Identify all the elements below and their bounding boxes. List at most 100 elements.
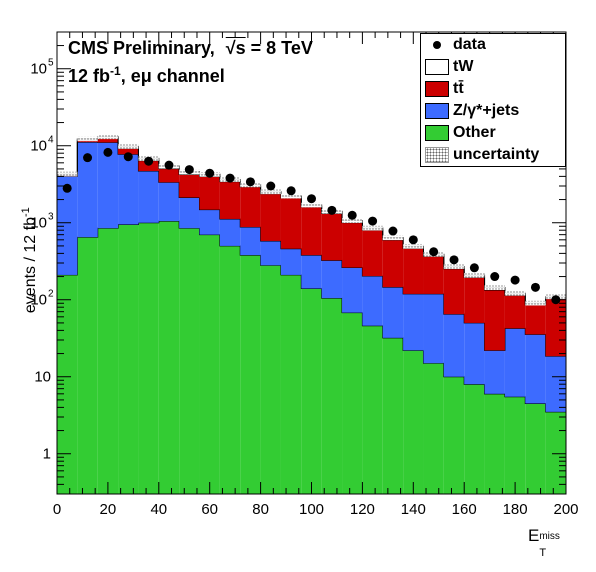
ttbar-swatch-icon [425, 81, 449, 97]
legend-label: uncertainty [453, 146, 540, 163]
bar-zjets [219, 218, 241, 246]
bar-tt [464, 277, 485, 323]
x-tick-label: 40 [150, 501, 167, 518]
uncertainty-bin [504, 290, 526, 296]
legend: data tW tt̄ Z/γ*+jets Other uncertainty [420, 33, 566, 167]
xlabel-sub: T [539, 547, 547, 559]
bar-tt [504, 295, 526, 329]
y-tick-label: 1 [43, 446, 51, 463]
bar-zjets [443, 314, 465, 377]
x-tick-label: 0 [53, 501, 61, 518]
uncertainty-bin [301, 202, 322, 208]
channel-label: , eμ channel [120, 66, 225, 86]
bar-other [219, 245, 241, 494]
uncertainty-bin [342, 218, 363, 223]
x-tick-label: 200 [553, 501, 578, 518]
bar-tt [484, 289, 505, 351]
lumi-value: 12 fb [68, 66, 111, 86]
bar-zjets [545, 356, 566, 412]
bar-other [321, 298, 343, 494]
uncertainty-bin [382, 235, 404, 241]
uncertainty-bin [362, 225, 383, 231]
sqrt-s: √s [225, 38, 246, 58]
legend-item-zjets: Z/γ*+jets [421, 101, 567, 123]
uncertainty-bin [443, 264, 465, 269]
bar-tt [423, 256, 444, 294]
bar-other [179, 228, 200, 494]
bar-other [342, 312, 363, 494]
bar-zjets [97, 142, 119, 229]
bar-other [158, 221, 180, 495]
y-tick-exponent: 3 [48, 212, 54, 223]
legend-item-tw: tW [421, 57, 567, 79]
data-points [62, 147, 561, 305]
bar-zjets [280, 248, 302, 275]
uncertainty-bin [118, 144, 139, 149]
uncertainty-bin [464, 272, 485, 278]
legend-item-ttbar: tt̄ [421, 79, 567, 101]
other-swatch-icon [425, 125, 449, 141]
bar-zjets [525, 334, 546, 404]
bar-zjets [342, 267, 363, 313]
bar-tt [219, 181, 241, 219]
legend-label: tt̄ [453, 80, 464, 97]
data-point [408, 235, 418, 245]
data-point [368, 216, 378, 226]
bar-other [423, 363, 444, 494]
bar-other [545, 411, 566, 494]
y-tick-exponent: 5 [48, 58, 54, 69]
bar-tt [362, 230, 383, 277]
y-axis-label: events / 12 fb-1 [20, 190, 40, 330]
bar-other [525, 403, 546, 494]
data-point [83, 153, 93, 163]
bar-zjets [484, 350, 505, 394]
bar-tt [301, 207, 322, 256]
bar-other [484, 393, 505, 494]
bar-tt [545, 298, 566, 357]
y-tick-label: 10 [30, 61, 47, 78]
bar-tt [138, 160, 159, 171]
bar-tt [321, 213, 343, 261]
y-tick-label: 10 [30, 138, 47, 155]
bar-tt [342, 222, 363, 268]
uncertainty-bin [260, 189, 281, 195]
stacked-bars [56, 136, 567, 495]
data-marker-icon [425, 37, 449, 53]
uncertainty-bin [403, 243, 424, 249]
bar-zjets [504, 328, 526, 397]
y-tick-exponent: 4 [48, 135, 54, 146]
bar-zjets [423, 293, 444, 364]
title-left: CMS Preliminary, [68, 38, 215, 58]
bar-other [301, 288, 322, 494]
bar-other [382, 337, 404, 494]
ylabel-text: events / 12 fb [22, 217, 40, 314]
bar-tt [382, 239, 404, 288]
bar-zjets [301, 255, 322, 289]
bar-zjets [403, 293, 424, 351]
legend-item-other: Other [421, 123, 567, 145]
x-tick-label: 80 [252, 501, 269, 518]
bar-zjets [57, 176, 78, 275]
x-tick-label: 60 [201, 501, 218, 518]
x-tick-label: 100 [299, 501, 324, 518]
data-point [123, 152, 133, 162]
cms-title: CMS Preliminary, √s = 8 TeV [68, 38, 313, 59]
data-point [530, 282, 540, 292]
y-tick-label: 10 [34, 369, 51, 386]
xlabel-sup: miss [539, 531, 560, 542]
zjets-swatch-icon [425, 103, 449, 119]
data-point [347, 210, 357, 220]
uncertainty-bin [77, 136, 98, 142]
bar-zjets [240, 227, 261, 256]
title-right: = 8 TeV [250, 38, 313, 58]
bar-other [443, 376, 465, 494]
x-tick-label: 20 [100, 501, 117, 518]
xlabel-main: E [528, 526, 540, 545]
bar-other [504, 396, 526, 494]
bar-tt [525, 304, 546, 335]
data-point [286, 186, 296, 196]
y-tick-label: 10 [30, 215, 47, 232]
bar-tt [260, 193, 281, 241]
y-tick-exponent: 2 [48, 289, 54, 300]
